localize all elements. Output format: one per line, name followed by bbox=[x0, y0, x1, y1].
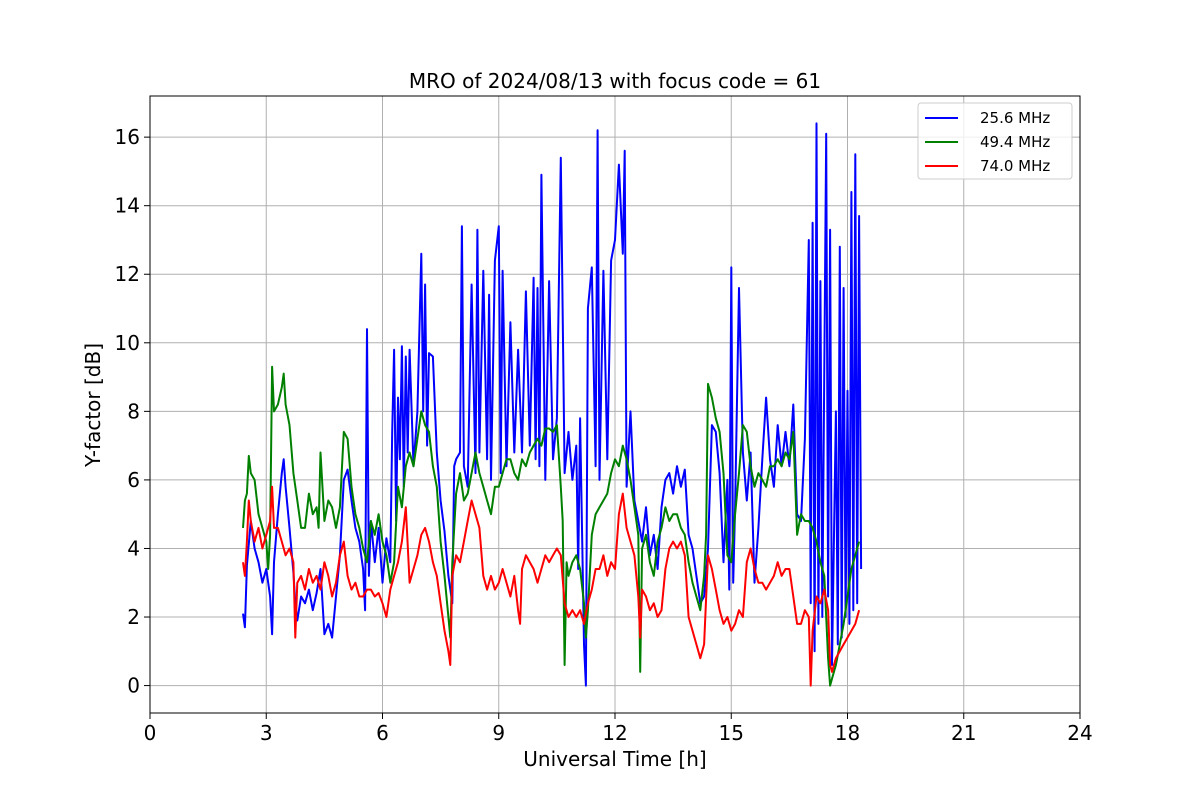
x-axis: 0 3 6 9 12 15 18 21 24 bbox=[144, 713, 1093, 745]
x-tick-label: 9 bbox=[492, 721, 505, 745]
y-tick-label: 6 bbox=[127, 468, 140, 492]
x-tick-label: 24 bbox=[1067, 721, 1092, 745]
y-tick-label: 14 bbox=[115, 194, 140, 218]
y-tick-label: 0 bbox=[127, 674, 140, 698]
y-tick-label: 2 bbox=[127, 605, 140, 629]
series-line-2 bbox=[242, 365, 861, 687]
y-tick-label: 8 bbox=[127, 399, 140, 423]
x-tick-label: 21 bbox=[951, 721, 976, 745]
series-layer bbox=[242, 122, 863, 687]
x-tick-label: 18 bbox=[835, 721, 860, 745]
series-line-1 bbox=[242, 122, 863, 687]
chart-title: MRO of 2024/08/13 with focus code = 61 bbox=[409, 69, 821, 93]
y-tick-label: 4 bbox=[127, 536, 140, 560]
y-tick-label: 12 bbox=[115, 262, 140, 286]
x-axis-label: Universal Time [h] bbox=[523, 747, 706, 771]
x-tick-label: 12 bbox=[602, 721, 627, 745]
legend-box bbox=[917, 102, 1073, 180]
legend: 25.6 MHz 49.4 MHz 74.0 MHz bbox=[917, 102, 1073, 180]
y-axis-label: Y-factor [dB] bbox=[81, 343, 105, 468]
legend-label: 25.6 MHz bbox=[980, 109, 1050, 127]
x-tick-label: 0 bbox=[144, 721, 157, 745]
legend-label: 49.4 MHz bbox=[980, 133, 1050, 151]
y-axis: 0 2 4 6 8 10 12 14 16 bbox=[115, 125, 150, 698]
legend-label: 74.0 MHz bbox=[980, 157, 1050, 175]
series-line-3 bbox=[242, 485, 861, 687]
y-tick-label: 16 bbox=[115, 125, 140, 149]
x-tick-label: 3 bbox=[260, 721, 273, 745]
y-tick-label: 10 bbox=[115, 331, 140, 355]
x-tick-label: 6 bbox=[376, 721, 389, 745]
x-tick-label: 15 bbox=[719, 721, 744, 745]
